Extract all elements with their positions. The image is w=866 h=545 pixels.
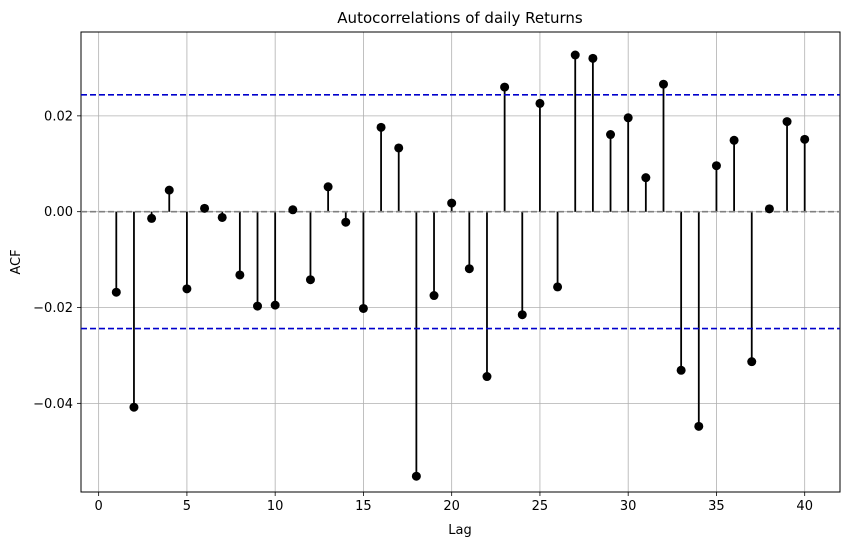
stem-marker bbox=[200, 203, 210, 213]
stem-marker bbox=[411, 471, 421, 481]
stem-marker bbox=[341, 217, 351, 227]
stem-marker bbox=[147, 213, 157, 223]
stem-marker bbox=[129, 402, 139, 412]
stem-marker bbox=[694, 421, 704, 431]
stem-marker bbox=[253, 301, 263, 311]
stem-marker bbox=[729, 135, 739, 145]
stem-marker bbox=[111, 287, 121, 297]
stem-marker bbox=[570, 50, 580, 60]
x-tick-label: 10 bbox=[267, 499, 284, 514]
x-tick-label: 35 bbox=[708, 499, 725, 514]
stem-marker bbox=[517, 310, 527, 320]
y-tick-label: −0.04 bbox=[33, 397, 73, 412]
stem-marker bbox=[288, 205, 298, 215]
stem-marker bbox=[482, 372, 492, 382]
x-axis-label: Lag bbox=[448, 523, 471, 538]
markers bbox=[111, 50, 810, 481]
stem-marker bbox=[447, 198, 457, 208]
x-tick-label: 30 bbox=[620, 499, 637, 514]
stem-marker bbox=[323, 182, 333, 192]
x-tick-label: 20 bbox=[443, 499, 460, 514]
y-tick-label: −0.02 bbox=[33, 301, 73, 316]
stem-marker bbox=[782, 117, 792, 127]
y-axis-label: ACF bbox=[9, 249, 24, 274]
stem-marker bbox=[764, 204, 774, 214]
chart-title: Autocorrelations of daily Returns bbox=[337, 9, 583, 27]
x-tick-label: 40 bbox=[796, 499, 813, 514]
y-ticks: −0.04 −0.02 0.00 0.02 bbox=[33, 109, 81, 412]
stem-marker bbox=[588, 53, 598, 63]
x-tick-label: 25 bbox=[532, 499, 549, 514]
stem-marker bbox=[464, 264, 474, 274]
stem-marker bbox=[164, 185, 174, 195]
stem-marker bbox=[235, 270, 245, 280]
stem-marker bbox=[641, 173, 651, 183]
stem-marker bbox=[429, 291, 439, 301]
stem-marker bbox=[623, 113, 633, 123]
stem-marker bbox=[500, 82, 510, 92]
stem-marker bbox=[658, 79, 668, 89]
x-tick-label: 15 bbox=[355, 499, 372, 514]
stem-marker bbox=[358, 303, 368, 313]
grid bbox=[81, 32, 840, 492]
stem-marker bbox=[800, 134, 810, 144]
stem-marker bbox=[270, 300, 280, 310]
stem-marker bbox=[394, 143, 404, 153]
x-tick-label: 5 bbox=[183, 499, 191, 514]
stem-marker bbox=[711, 161, 721, 171]
stem-marker bbox=[305, 275, 315, 285]
stem-marker bbox=[376, 122, 386, 132]
stems bbox=[115, 55, 806, 477]
stem-marker bbox=[217, 212, 227, 222]
stem-marker bbox=[606, 130, 616, 140]
y-tick-label: 0.00 bbox=[44, 205, 73, 220]
plot-frame bbox=[80, 31, 841, 493]
stem-marker bbox=[553, 282, 563, 292]
stem-marker bbox=[747, 357, 757, 367]
stem-marker bbox=[182, 284, 192, 294]
x-ticks: 0 5 10 15 20 25 30 35 40 bbox=[95, 492, 813, 514]
x-tick-label: 0 bbox=[95, 499, 103, 514]
y-tick-label: 0.02 bbox=[44, 109, 73, 124]
stem-marker bbox=[676, 365, 686, 375]
stem-marker bbox=[535, 98, 545, 108]
